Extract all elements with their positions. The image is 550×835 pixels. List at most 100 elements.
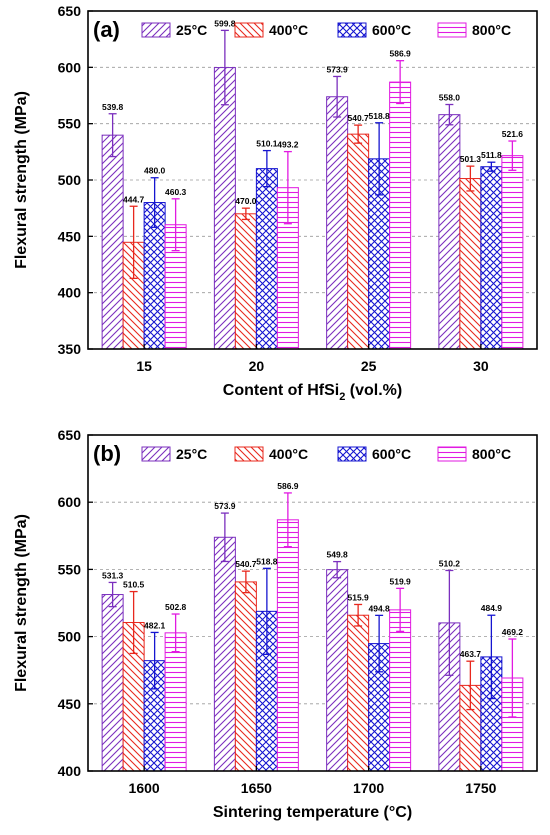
error-bar-600-c-1650 [262, 567, 271, 655]
legend-label: 25°C [176, 22, 207, 38]
data-label: 515.9 [347, 592, 369, 602]
data-label: 521.6 [502, 129, 524, 139]
x-tick-label: 25 [361, 358, 377, 374]
error-bar-800-c-1650 [283, 492, 292, 548]
data-label: 573.9 [326, 64, 348, 74]
legend-item-25-c: 25°C [141, 446, 207, 462]
error-bar-25-c-1700 [333, 560, 342, 579]
legend-label: 600°C [372, 446, 411, 462]
bar-800-c-1650 [276, 519, 299, 772]
y-tick-label: 600 [58, 59, 82, 75]
legend-label: 600°C [372, 22, 411, 38]
data-label: 540.7 [347, 113, 369, 123]
bar-25-c-20 [213, 67, 236, 350]
x-tick-label: 1650 [241, 780, 272, 796]
data-label: 599.8 [214, 18, 236, 28]
legend-item-25-c: 25°C [141, 22, 207, 38]
bar-400-c-30 [459, 178, 482, 350]
error-bar-400-c-1750 [466, 660, 475, 711]
error-bar-600-c-1600 [150, 631, 159, 690]
y-tick-label: 450 [58, 228, 82, 244]
bar-400-c-25 [347, 133, 370, 350]
error-bar-25-c-1650 [220, 512, 229, 563]
y-tick-label: 650 [58, 3, 82, 19]
data-label: 463.7 [460, 649, 482, 659]
data-label: 510.2 [439, 558, 461, 568]
legend-label: 400°C [269, 22, 308, 38]
error-bar-600-c-30 [487, 161, 496, 172]
data-label: 480.0 [144, 166, 166, 176]
data-label: 470.0 [235, 196, 257, 206]
legend-swatch [337, 22, 367, 38]
x-axis-title: Sintering temperature (°C) [213, 804, 412, 821]
x-tick-label: 20 [249, 358, 265, 374]
error-bar-25-c-1600 [108, 581, 117, 608]
bar-25-c-1700 [326, 569, 349, 772]
error-bar-600-c-25 [375, 122, 384, 196]
data-label: 539.8 [102, 102, 124, 112]
legend-swatch [141, 22, 171, 38]
error-bar-600-c-1750 [487, 614, 496, 700]
legend: 25°C 400°C 600°C 800°C [141, 446, 511, 462]
legend-item-800-c: 800°C [437, 446, 511, 462]
error-bar-600-c-20 [262, 149, 271, 188]
y-tick-label: 350 [58, 341, 82, 357]
error-bar-800-c-1750 [508, 638, 517, 718]
bar-800-c-30 [501, 155, 524, 350]
legend-label: 800°C [472, 22, 511, 38]
bar-600-c-20 [255, 168, 278, 350]
data-label: 518.8 [256, 556, 278, 566]
legend: 25°C 400°C 600°C 800°C [141, 22, 511, 38]
data-label: 493.2 [277, 140, 299, 150]
legend-swatch [337, 446, 367, 462]
error-bar-400-c-25 [354, 124, 363, 144]
data-label: 519.9 [389, 576, 411, 586]
legend-swatch [437, 446, 467, 462]
bar-400-c-1700 [347, 614, 370, 772]
data-label: 531.3 [102, 570, 124, 580]
y-tick-label: 500 [58, 172, 82, 188]
error-bar-800-c-1700 [396, 587, 405, 633]
error-bar-400-c-15 [129, 205, 138, 280]
error-bar-25-c-30 [445, 103, 454, 126]
y-axis-title: Flexural strength (MPa) [13, 514, 30, 692]
legend-label: 25°C [176, 446, 207, 462]
y-tick-label: 450 [58, 696, 82, 712]
bar-25-c-1650 [213, 536, 236, 772]
x-tick-label: 1600 [129, 780, 160, 796]
bar-400-c-1650 [234, 581, 257, 772]
y-tick-label: 400 [58, 763, 82, 779]
data-label: 510.1 [256, 139, 278, 149]
panel-label: (a) [93, 17, 120, 42]
error-bar-25-c-25 [333, 75, 342, 118]
data-label: 518.8 [368, 111, 390, 121]
data-label: 586.9 [277, 481, 299, 491]
data-label: 573.9 [214, 501, 236, 511]
panel-label: (b) [93, 441, 121, 466]
error-bar-800-c-15 [171, 198, 180, 252]
legend-swatch [234, 446, 264, 462]
plot-frame [87, 434, 538, 772]
y-tick-label: 600 [58, 494, 82, 510]
bar-25-c-15 [101, 134, 124, 350]
data-label: 558.0 [439, 93, 461, 103]
data-label: 482.1 [144, 620, 166, 630]
error-bar-400-c-30 [466, 165, 475, 192]
bar-800-c-1700 [389, 609, 412, 772]
x-tick-label: 30 [473, 358, 489, 374]
data-label: 460.3 [165, 187, 187, 197]
x-axis-title: Content of HfSi2 (vol.%) [223, 382, 402, 403]
data-label: 510.5 [123, 580, 145, 590]
error-bar-800-c-30 [508, 140, 517, 171]
error-bar-600-c-15 [150, 177, 159, 228]
bar-400-c-20 [234, 213, 257, 350]
error-bar-400-c-1650 [241, 570, 250, 594]
x-tick-label: 1750 [465, 780, 496, 796]
legend-swatch [234, 22, 264, 38]
error-bar-600-c-1700 [375, 614, 384, 673]
data-label: 540.7 [235, 559, 257, 569]
y-tick-label: 400 [58, 285, 82, 301]
legend-item-400-c: 400°C [234, 22, 308, 38]
